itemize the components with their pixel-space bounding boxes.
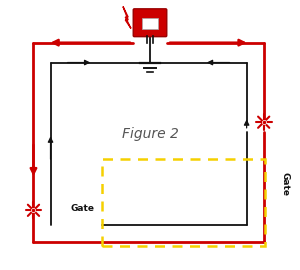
Bar xyxy=(102,159,265,246)
Polygon shape xyxy=(123,6,131,28)
Text: Figure 2: Figure 2 xyxy=(122,127,178,141)
Text: Gate: Gate xyxy=(70,204,94,213)
Text: Gate: Gate xyxy=(280,172,290,196)
FancyBboxPatch shape xyxy=(133,9,167,37)
Bar xyxy=(142,18,158,29)
